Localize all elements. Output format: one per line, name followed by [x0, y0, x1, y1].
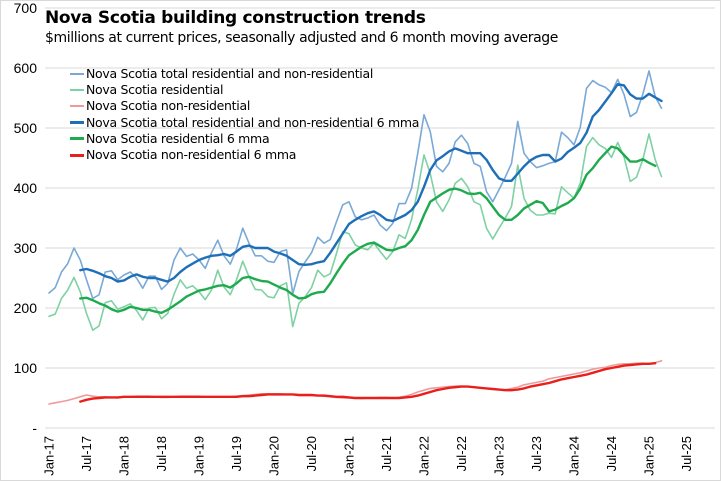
- legend-item-residential: Nova Scotia residential: [70, 82, 419, 98]
- y-tick-label: 500: [14, 120, 38, 136]
- legend-item-non-residential: Nova Scotia non-residential: [70, 98, 419, 114]
- x-tick-label: Jul-21: [379, 436, 394, 471]
- series-line-3: [79, 82, 663, 283]
- x-tick-label: Jan-19: [192, 436, 207, 476]
- legend-item-non-residential-6mma: Nova Scotia non-residential 6 mma: [70, 147, 419, 163]
- x-tick-label: Jul-24: [604, 436, 619, 471]
- legend-label: Nova Scotia total residential and non-re…: [86, 114, 420, 130]
- x-tick-label: Jul-23: [529, 436, 544, 471]
- legend-swatch-total: [70, 73, 84, 76]
- legend-item-total: Nova Scotia total residential and non-re…: [70, 66, 419, 82]
- legend-swatch-total-6mma: [70, 121, 84, 125]
- legend-swatch-residential-6mma: [70, 137, 84, 141]
- x-tick-label: Jul-19: [229, 436, 244, 471]
- legend-item-residential-6mma: Nova Scotia residential 6 mma: [70, 131, 419, 147]
- y-axis: - 100 200 300 400 500 600 700: [14, 0, 38, 436]
- series-line-1: [48, 133, 663, 332]
- x-tick-label: Jul-20: [304, 436, 319, 471]
- series-line-0: [48, 70, 663, 300]
- series-line-5: [79, 362, 657, 403]
- x-tick-label: Jan-23: [492, 436, 507, 476]
- y-tick-label: 700: [14, 0, 38, 16]
- x-tick-label: Jan-22: [417, 436, 432, 476]
- x-tick-label: Jul-18: [154, 436, 169, 471]
- x-tick-label: Jul-25: [679, 436, 694, 471]
- legend: Nova Scotia total residential and non-re…: [70, 66, 419, 163]
- x-tick-label: Jan-25: [642, 436, 657, 476]
- x-tick-label: Jan-20: [267, 436, 282, 476]
- y-tick-label: 600: [14, 60, 38, 76]
- y-tick-label: 300: [14, 240, 38, 256]
- series-line-4: [79, 145, 657, 314]
- legend-label: Nova Scotia residential: [86, 82, 224, 98]
- legend-swatch-non-residential: [70, 105, 84, 108]
- y-tick-label: 200: [14, 300, 38, 316]
- chart-title: Nova Scotia building construction trends: [45, 8, 426, 28]
- x-tick-label: Jan-24: [567, 436, 582, 476]
- y-tick-label: 400: [14, 180, 38, 196]
- x-axis: Jan-17 Jul-17 Jan-18 Jul-18 Jan-19 Jul-19 Jan-…: [42, 436, 695, 476]
- x-tick-label: Jan-18: [117, 436, 132, 476]
- x-tick-label: Jan-17: [42, 436, 57, 476]
- chart-subtitle: $millions at current prices, seasonally …: [45, 30, 559, 46]
- x-tick-label: Jan-21: [342, 436, 357, 476]
- series-lines: [48, 70, 663, 405]
- x-tick-label: Jul-17: [79, 436, 94, 471]
- legend-swatch-residential: [70, 89, 84, 92]
- y-tick-label: 100: [14, 360, 38, 376]
- x-tick-label: Jul-22: [454, 436, 469, 471]
- legend-item-total-6mma: Nova Scotia total residential and non-re…: [70, 115, 419, 131]
- legend-label: Nova Scotia non-residential 6 mma: [86, 147, 297, 163]
- legend-label: Nova Scotia total residential and non-re…: [86, 66, 374, 82]
- legend-swatch-non-residential-6mma: [70, 153, 84, 157]
- y-tick-label: -: [32, 420, 37, 436]
- legend-label: Nova Scotia residential 6 mma: [86, 130, 270, 146]
- legend-label: Nova Scotia non-residential: [86, 98, 250, 114]
